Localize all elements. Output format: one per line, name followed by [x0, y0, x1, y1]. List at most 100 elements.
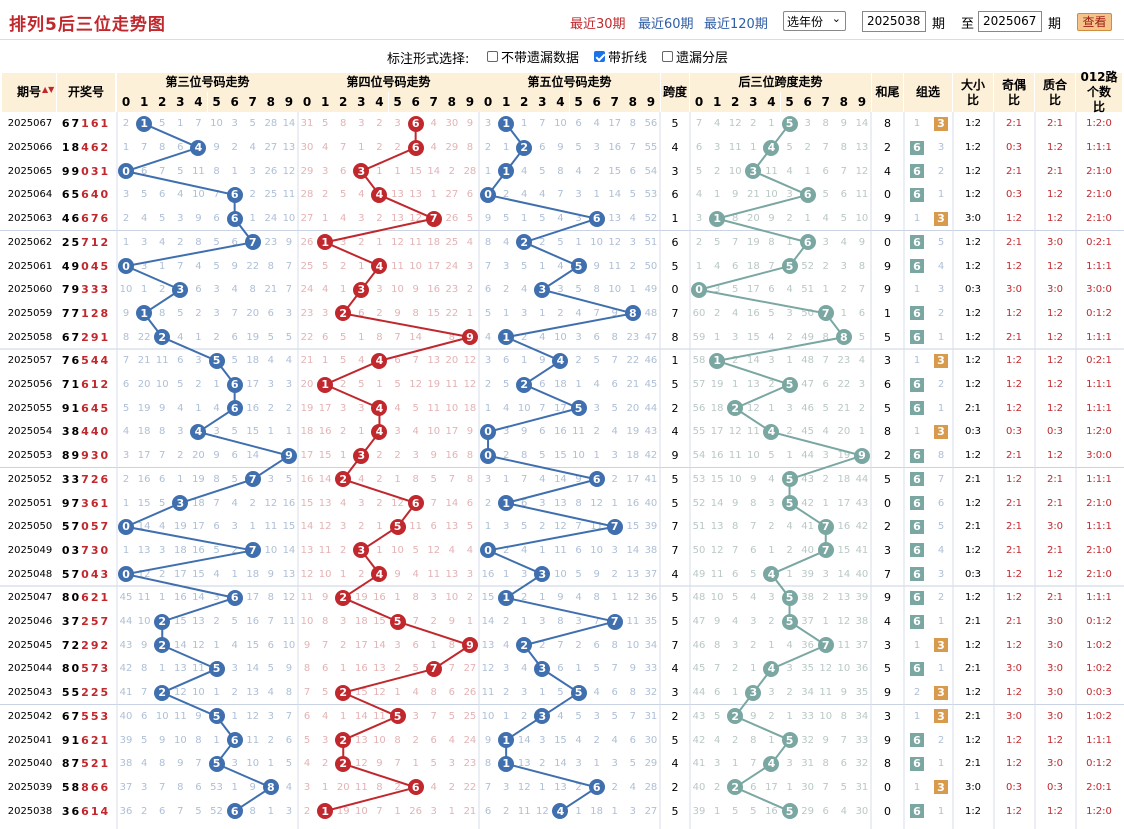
- draw-cell: 57 043: [61, 567, 111, 581]
- pos4-missing: 4: [412, 426, 419, 438]
- pos3-missing: 12: [192, 639, 205, 651]
- pos5-missing: 10: [626, 639, 640, 651]
- issue-cell: 2025038: [7, 805, 53, 817]
- span-missing: 4: [840, 805, 848, 817]
- pos5-missing: 1: [521, 118, 528, 130]
- pos5-missing: 12: [517, 781, 531, 793]
- draw-cell: 33 726: [61, 472, 111, 486]
- span-missing: 8: [750, 497, 757, 509]
- pos5-missing: 6: [611, 379, 618, 391]
- checkbox-layered[interactable]: [662, 51, 673, 62]
- span-missing: 29: [801, 805, 814, 817]
- pos4-missing: 23: [463, 758, 477, 770]
- range-link-30[interactable]: 最近30期: [570, 17, 626, 32]
- pos3-missing: 3: [231, 758, 238, 770]
- pos5-missing: 7: [593, 616, 600, 628]
- pos3-missing: 6: [159, 473, 166, 485]
- pos5-missing: 8: [611, 639, 618, 651]
- pos5-missing: 5: [539, 165, 546, 177]
- sum-tail-cell: 5: [884, 401, 891, 415]
- range-link-120[interactable]: 最近120期: [704, 17, 768, 32]
- checkbox-with-lines[interactable]: [594, 51, 605, 62]
- pos3-missing: 1: [285, 426, 293, 438]
- group3-missing: 2: [937, 592, 945, 604]
- header-issue[interactable]: 期号: [2, 73, 56, 112]
- span-missing: 42: [692, 734, 706, 746]
- pos5-missing: 2: [502, 284, 510, 296]
- pos3-missing: 17: [173, 568, 187, 580]
- span-missing: 1: [713, 805, 721, 817]
- pos4-missing: 14: [445, 497, 459, 509]
- pos3-missing: 11: [192, 165, 205, 177]
- span-missing: 5: [786, 142, 793, 154]
- pc-cell: 1:2: [1046, 402, 1064, 414]
- span-missing: 39: [801, 568, 814, 580]
- top-bar: 排列5后三位走势图 最近30期 最近60期 最近120期 选年份 ⌄ 202503…: [0, 0, 1124, 40]
- view-button[interactable]: 查看: [1077, 13, 1112, 31]
- pos5-missing: 8: [629, 687, 637, 699]
- bs-cell: 1:2: [964, 307, 982, 319]
- pos4-missing: 9: [466, 118, 474, 130]
- pos5-ball: 7: [606, 613, 623, 630]
- sort-icon[interactable]: ▲▼: [42, 85, 55, 94]
- pos3-missing: 20: [137, 379, 151, 391]
- option-no-missing[interactable]: 不带遗漏数据: [487, 47, 579, 66]
- span-missing: 1: [822, 284, 829, 296]
- pos3-missing: 5: [285, 473, 293, 485]
- checkbox-no-missing[interactable]: [487, 51, 498, 62]
- pos3-missing: 6: [231, 450, 238, 462]
- sum-tail-cell: 3: [884, 543, 891, 557]
- pos5-missing: 3: [502, 426, 510, 438]
- span-missing: 10: [710, 592, 724, 604]
- pos4-missing: 11: [427, 402, 441, 414]
- oe-cell: 2:1: [1005, 497, 1023, 509]
- group6-tag: 6: [910, 496, 924, 511]
- issue-cell: 2025064: [7, 189, 53, 201]
- option-layered[interactable]: 遗漏分层: [662, 47, 728, 66]
- pos5-missing: 5: [629, 758, 637, 770]
- pos3-missing: 10: [155, 379, 169, 391]
- pos5-missing: 15: [608, 165, 622, 177]
- option-with-lines[interactable]: 带折线: [594, 47, 647, 66]
- pos5-missing: 5: [521, 521, 528, 533]
- span-cell: 4: [671, 757, 679, 771]
- issue-cell: 2025065: [7, 165, 53, 177]
- period-from-input[interactable]: 2025038: [862, 11, 926, 32]
- span-missing: 2: [713, 307, 721, 319]
- sum-tail-cell: 9: [884, 686, 891, 700]
- pos3-missing: 2: [159, 284, 166, 296]
- pos5-ball: 1: [498, 163, 515, 180]
- oe-cell: 2:1: [1005, 521, 1023, 533]
- span-cell: 1: [671, 354, 679, 368]
- pos4-missing: 2: [321, 189, 329, 201]
- range-link-60[interactable]: 最近60期: [638, 17, 694, 32]
- pos5-missing: 21: [626, 379, 640, 391]
- header-pos4-digit: 2: [334, 92, 353, 112]
- span-missing: 12: [819, 663, 833, 675]
- pos5-missing: 2: [502, 189, 510, 201]
- pos5-missing: 11: [481, 687, 495, 699]
- pos5-missing: 4: [557, 213, 564, 225]
- pos4-missing: 9: [466, 426, 474, 438]
- pos5-missing: 33: [644, 663, 658, 675]
- pos5-missing: 27: [644, 805, 658, 817]
- pos3-missing: 5: [140, 189, 148, 201]
- pos4-ball: 4: [371, 186, 388, 203]
- group3-missing: 8: [937, 450, 945, 462]
- draw-cell: 77 128: [61, 306, 111, 320]
- header-draw[interactable]: 开奖号: [57, 73, 115, 112]
- pos4-missing: 6: [430, 734, 437, 746]
- pos3-missing: 2: [249, 497, 256, 509]
- sum-tail-cell: 7: [884, 567, 891, 581]
- span-missing: 58: [692, 355, 706, 367]
- r012-cell: 0:2:1: [1086, 355, 1112, 367]
- pos5-missing: 40: [644, 497, 658, 509]
- issue-cell: 2025060: [7, 284, 53, 296]
- period-to-input[interactable]: 2025067: [978, 11, 1042, 32]
- pos5-missing: 29: [644, 758, 658, 770]
- year-select[interactable]: 选年份 ⌄: [783, 11, 846, 31]
- span-missing: 2: [822, 592, 829, 604]
- span-missing: 7: [840, 165, 848, 177]
- pos5-missing: 5: [502, 213, 510, 225]
- span-missing: 4: [786, 521, 793, 533]
